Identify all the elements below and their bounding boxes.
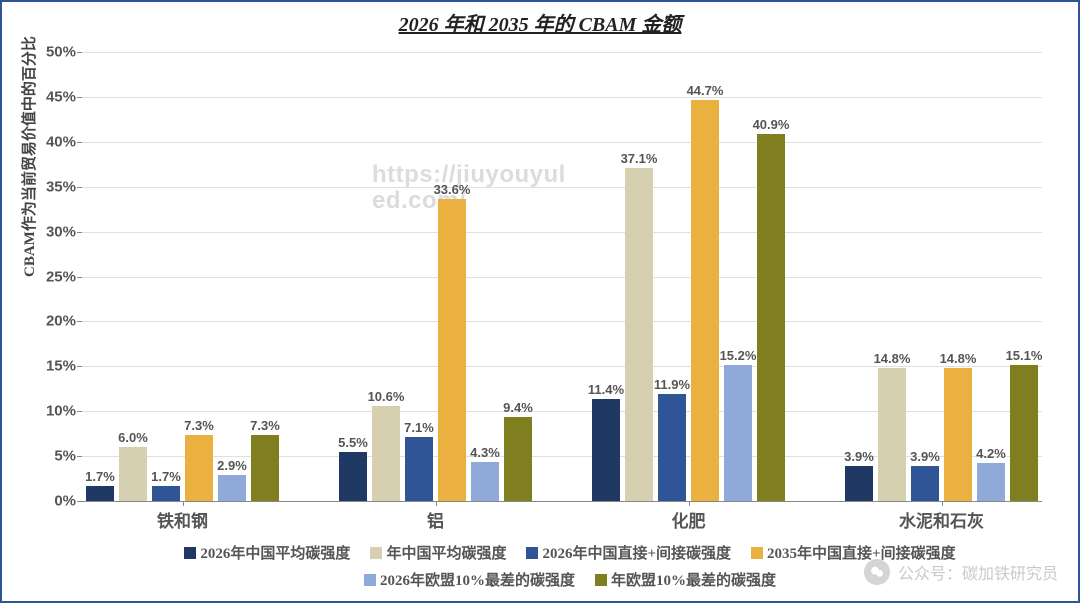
bar: 3.9% [911,466,939,501]
bar: 14.8% [878,368,906,501]
bar-value-label: 40.9% [753,117,790,134]
bar: 14.8% [944,368,972,501]
legend-swatch [526,547,538,559]
legend-item: 2026年中国平均碳强度 [184,542,350,563]
bar: 1.7% [152,486,180,501]
legend-label: 年中国平均碳强度 [386,542,506,563]
ytick-mark [77,501,82,502]
legend-label: 2026年欧盟10%最差的碳强度 [380,569,575,590]
bar: 1.7% [86,486,114,501]
ytick-mark [77,456,82,457]
category-label: 铝 [427,501,444,532]
bar-value-label: 3.9% [910,449,940,466]
ytick-mark [77,142,82,143]
ytick-mark [77,232,82,233]
bar: 4.2% [977,463,1005,501]
ytick-mark [77,366,82,367]
bar-value-label: 10.6% [368,389,405,406]
bar-value-label: 33.6% [434,182,471,199]
category-label: 化肥 [672,501,706,532]
bar-value-label: 11.9% [654,377,690,394]
bar-value-label: 14.8% [874,351,911,368]
ytick-mark [77,411,82,412]
legend-label: 2026年中国直接+间接碳强度 [542,542,731,563]
bar-value-label: 15.2% [720,348,757,365]
bar-value-label: 4.3% [470,445,500,462]
ytick-mark [77,52,82,53]
grid-line [82,187,1042,188]
legend: 2026年中国平均碳强度 年中国平均碳强度 2026年中国直接+间接碳强度 2035年… [102,542,1038,590]
bar: 6.0% [119,447,147,501]
bar-value-label: 7.3% [184,418,214,435]
bar: 11.9% [658,394,686,501]
bar: 44.7% [691,100,719,501]
legend-swatch [595,574,607,586]
bar-value-label: 7.3% [250,418,280,435]
ytick-mark [77,97,82,98]
legend-swatch [751,547,763,559]
bar-value-label: 7.1% [404,420,434,437]
bar-value-label: 2.9% [217,458,247,475]
bar-value-label: 1.7% [85,469,115,486]
bar-value-label: 5.5% [338,435,368,452]
legend-label: 2035年中国直接+间接碳强度 [767,542,956,563]
category-label: 水泥和石灰 [899,501,984,532]
bar: 7.1% [405,437,433,501]
bar: 40.9% [757,134,785,501]
chart-frame: 2026 年和 2035 年的 CBAM 金额 CBAM作为当前贸易价值中的百分… [0,0,1080,603]
bar: 2.9% [218,475,246,501]
bar-value-label: 9.4% [503,400,533,417]
grid-line [82,142,1042,143]
grid-line [82,52,1042,53]
bar-value-label: 4.2% [976,446,1006,463]
bar-value-label: 15.1% [1006,348,1043,365]
bar-value-label: 37.1% [621,151,658,168]
bar: 37.1% [625,168,653,501]
bar: 5.5% [339,452,367,501]
bar: 7.3% [251,435,279,501]
ytick-mark [77,187,82,188]
bar: 4.3% [471,462,499,501]
legend-label: 年欧盟10%最差的碳强度 [611,569,776,590]
plot: 0%5%10%15%20%25%30%35%40%45%50%铁和钢1.7%6.… [82,52,1042,502]
legend-item: 2035年中国直接+间接碳强度 [751,542,956,563]
grid-line [82,232,1042,233]
legend-item: 2026年欧盟10%最差的碳强度 [364,569,575,590]
legend-swatch [364,574,376,586]
bar-value-label: 3.9% [844,449,874,466]
y-axis-title: CBAM作为当前贸易价值中的百分比 [18,36,39,277]
grid-line [82,277,1042,278]
plot-area: 0%5%10%15%20%25%30%35%40%45%50%铁和钢1.7%6.… [82,52,1042,502]
chart-title: 2026 年和 2035 年的 CBAM 金额 [2,8,1078,37]
legend-swatch [184,547,196,559]
bar: 15.2% [724,365,752,501]
bar-value-label: 6.0% [118,430,148,447]
bar-value-label: 44.7% [687,83,724,100]
legend-swatch [370,547,382,559]
bar: 11.4% [592,399,620,501]
bar-value-label: 14.8% [940,351,977,368]
ytick-mark [77,321,82,322]
bar-value-label: 11.4% [588,382,624,399]
bar: 10.6% [372,406,400,501]
bar-value-label: 1.7% [151,469,181,486]
bar: 3.9% [845,466,873,501]
legend-item: 年中国平均碳强度 [370,542,506,563]
legend-item: 2026年中国直接+间接碳强度 [526,542,731,563]
legend-label: 2026年中国平均碳强度 [200,542,350,563]
bar: 33.6% [438,199,466,501]
ytick-mark [77,277,82,278]
category-label: 铁和钢 [157,501,208,532]
bar: 15.1% [1010,365,1038,501]
bar: 7.3% [185,435,213,501]
grid-line [82,97,1042,98]
grid-line [82,321,1042,322]
legend-item: 年欧盟10%最差的碳强度 [595,569,776,590]
bar: 9.4% [504,417,532,501]
